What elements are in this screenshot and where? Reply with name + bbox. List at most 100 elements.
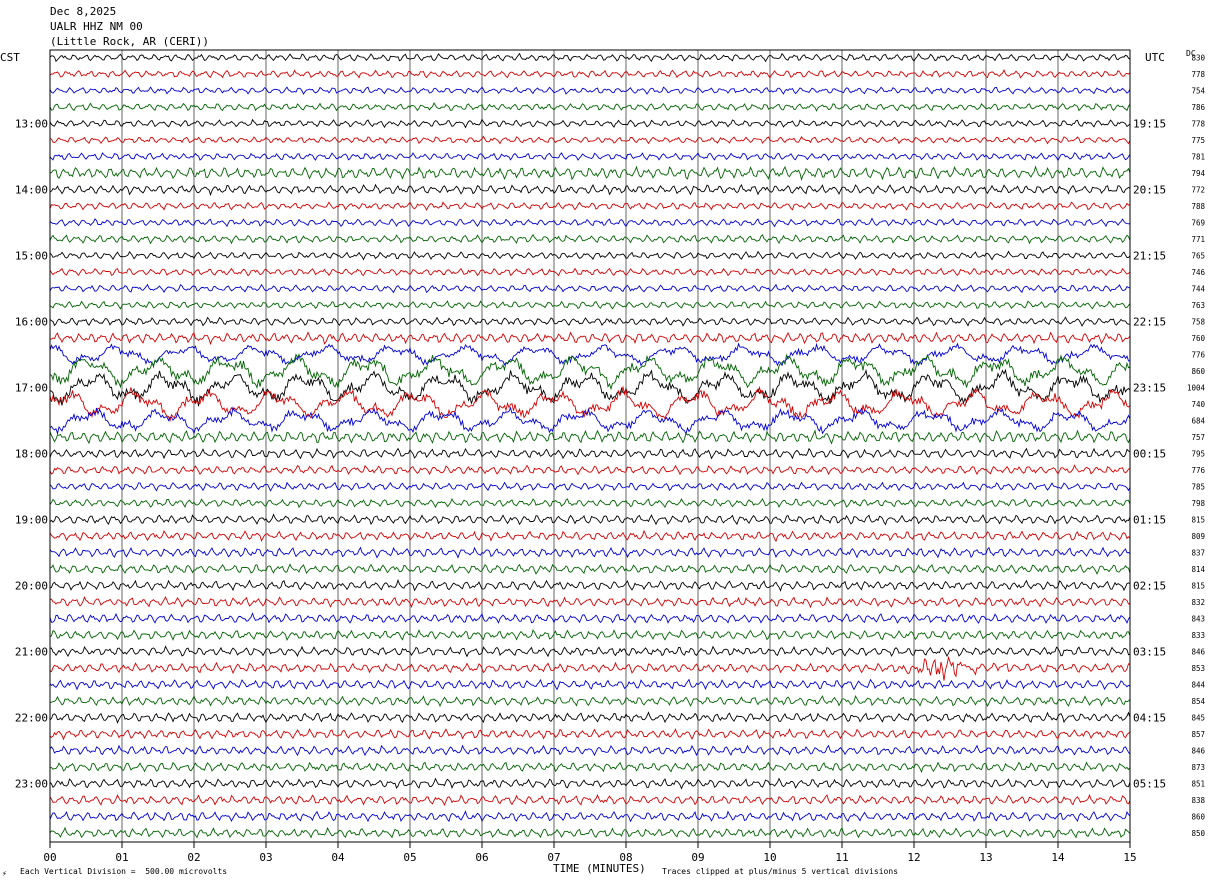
left-timezone-label: CST <box>0 51 20 64</box>
dc-offset-value: 854 <box>1191 697 1205 706</box>
cst-hour-label: 22:00 <box>15 712 48 725</box>
trace-row <box>49 826 1131 839</box>
trace-row <box>49 86 1131 95</box>
dc-offset-value: 815 <box>1191 516 1205 525</box>
dc-offset-value: 833 <box>1191 631 1205 640</box>
scale-note: Each Vertical Division = 500.00 microvol… <box>20 867 228 876</box>
dc-offset-value: 798 <box>1191 499 1205 508</box>
trace-row <box>49 331 1131 346</box>
dc-offset-value: 843 <box>1191 615 1205 624</box>
utc-hour-label: 23:15 <box>1133 382 1166 395</box>
dc-offset-value: 757 <box>1191 433 1205 442</box>
trace-row <box>49 283 1131 294</box>
x-tick-label: 11 <box>835 851 848 864</box>
dc-offset-value: 837 <box>1191 549 1205 558</box>
cst-hour-label: 19:00 <box>15 514 48 527</box>
trace-row <box>49 267 1131 277</box>
clip-note: Traces clipped at plus/minus 5 vertical … <box>662 867 899 876</box>
x-axis-title: TIME (MINUTES) <box>553 862 646 875</box>
dc-offset-value: 846 <box>1191 648 1205 657</box>
trace-row <box>49 513 1131 526</box>
trace-row <box>49 793 1131 806</box>
x-tick-label: 12 <box>907 851 920 864</box>
trace-row <box>49 777 1131 790</box>
dc-offset-value: 1004 <box>1187 384 1206 393</box>
trace-row <box>49 250 1131 261</box>
trace-row <box>49 612 1131 624</box>
header-location: (Little Rock, AR (CERI)) <box>50 35 209 48</box>
dc-offset-value: 684 <box>1191 417 1205 426</box>
dc-offset-value: 754 <box>1191 87 1205 96</box>
dc-offset-value: 794 <box>1191 169 1205 178</box>
trace-row <box>49 135 1131 145</box>
utc-hour-label: 19:15 <box>1133 118 1166 131</box>
trace-row <box>49 481 1131 492</box>
cst-hour-label: 15:00 <box>15 250 48 263</box>
cst-hour-label: 23:00 <box>15 778 48 791</box>
dc-offset-value: 860 <box>1191 367 1205 376</box>
dc-offset-value: 769 <box>1191 219 1205 228</box>
dc-offset-value: 814 <box>1191 565 1205 574</box>
dc-offset-value: 846 <box>1191 747 1205 756</box>
dc-column-label: DC <box>1186 49 1196 58</box>
trace-row <box>49 744 1131 757</box>
plot-frame <box>49 49 1131 843</box>
trace-row <box>49 447 1131 460</box>
trace-row <box>49 529 1131 543</box>
x-tick-label: 08 <box>619 851 632 864</box>
x-tick-label: 03 <box>259 851 272 864</box>
cst-hour-label: 16:00 <box>15 316 48 329</box>
trace-row <box>49 201 1131 211</box>
trace-row <box>49 645 1131 658</box>
dc-offset-value: 758 <box>1191 318 1205 327</box>
dc-offset-value: 851 <box>1191 780 1205 789</box>
dc-offset-value: 778 <box>1191 70 1205 79</box>
trace-row <box>49 316 1131 327</box>
dc-offset-value: 860 <box>1191 813 1205 822</box>
corner-mark: ⚡ <box>2 869 7 878</box>
dc-offset-value: 830 <box>1191 54 1205 63</box>
trace-row <box>49 165 1131 181</box>
dc-offset-value: 844 <box>1191 681 1205 690</box>
cst-hour-label: 17:00 <box>15 382 48 395</box>
cst-hour-label: 14:00 <box>15 184 48 197</box>
dc-offset-value: 795 <box>1191 450 1205 459</box>
dc-offset-labels: 830 778 754 786 778 775 781 794 772 788 769 771 765 7… <box>1187 54 1206 839</box>
hour-labels: 13:00 19:15 14:00 20:15 15:00 21:15 16:00 22:15… <box>15 118 1166 791</box>
seismic-traces <box>49 52 1131 839</box>
header-date: Dec 8,2025 <box>50 5 117 18</box>
dc-offset-value: 775 <box>1191 136 1205 145</box>
utc-hour-label: 01:15 <box>1133 514 1166 527</box>
x-tick-label: 09 <box>691 851 704 864</box>
trace-row <box>49 655 1131 681</box>
x-tick-label: 14 <box>1051 851 1065 864</box>
minute-gridlines <box>121 50 1059 842</box>
dc-offset-value: 771 <box>1191 235 1205 244</box>
dc-offset-value: 778 <box>1191 120 1205 129</box>
cst-hour-label: 18:00 <box>15 448 48 461</box>
dc-offset-value: 809 <box>1191 532 1205 541</box>
dc-offset-value: 763 <box>1191 301 1205 310</box>
utc-hour-label: 04:15 <box>1133 712 1166 725</box>
utc-hour-label: 20:15 <box>1133 184 1166 197</box>
utc-hour-label: 02:15 <box>1133 580 1166 593</box>
dc-offset-value: 760 <box>1191 334 1205 343</box>
dc-offset-value: 873 <box>1191 763 1205 772</box>
x-tick-label: 02 <box>187 851 200 864</box>
x-tick-label: 05 <box>403 851 416 864</box>
trace-row <box>49 233 1131 245</box>
trace-row <box>49 497 1131 509</box>
x-tick-label: 00 <box>43 851 56 864</box>
dc-offset-value: 740 <box>1191 400 1205 409</box>
utc-hour-label: 03:15 <box>1133 646 1166 659</box>
dc-offset-value: 746 <box>1191 268 1205 277</box>
trace-row <box>49 118 1131 129</box>
trace-row <box>49 578 1131 592</box>
utc-hour-label: 05:15 <box>1133 778 1166 791</box>
utc-hour-label: 22:15 <box>1133 316 1166 329</box>
trace-row <box>49 629 1131 642</box>
trace-row <box>49 761 1131 774</box>
trace-row <box>49 546 1131 559</box>
trace-row <box>49 52 1131 63</box>
